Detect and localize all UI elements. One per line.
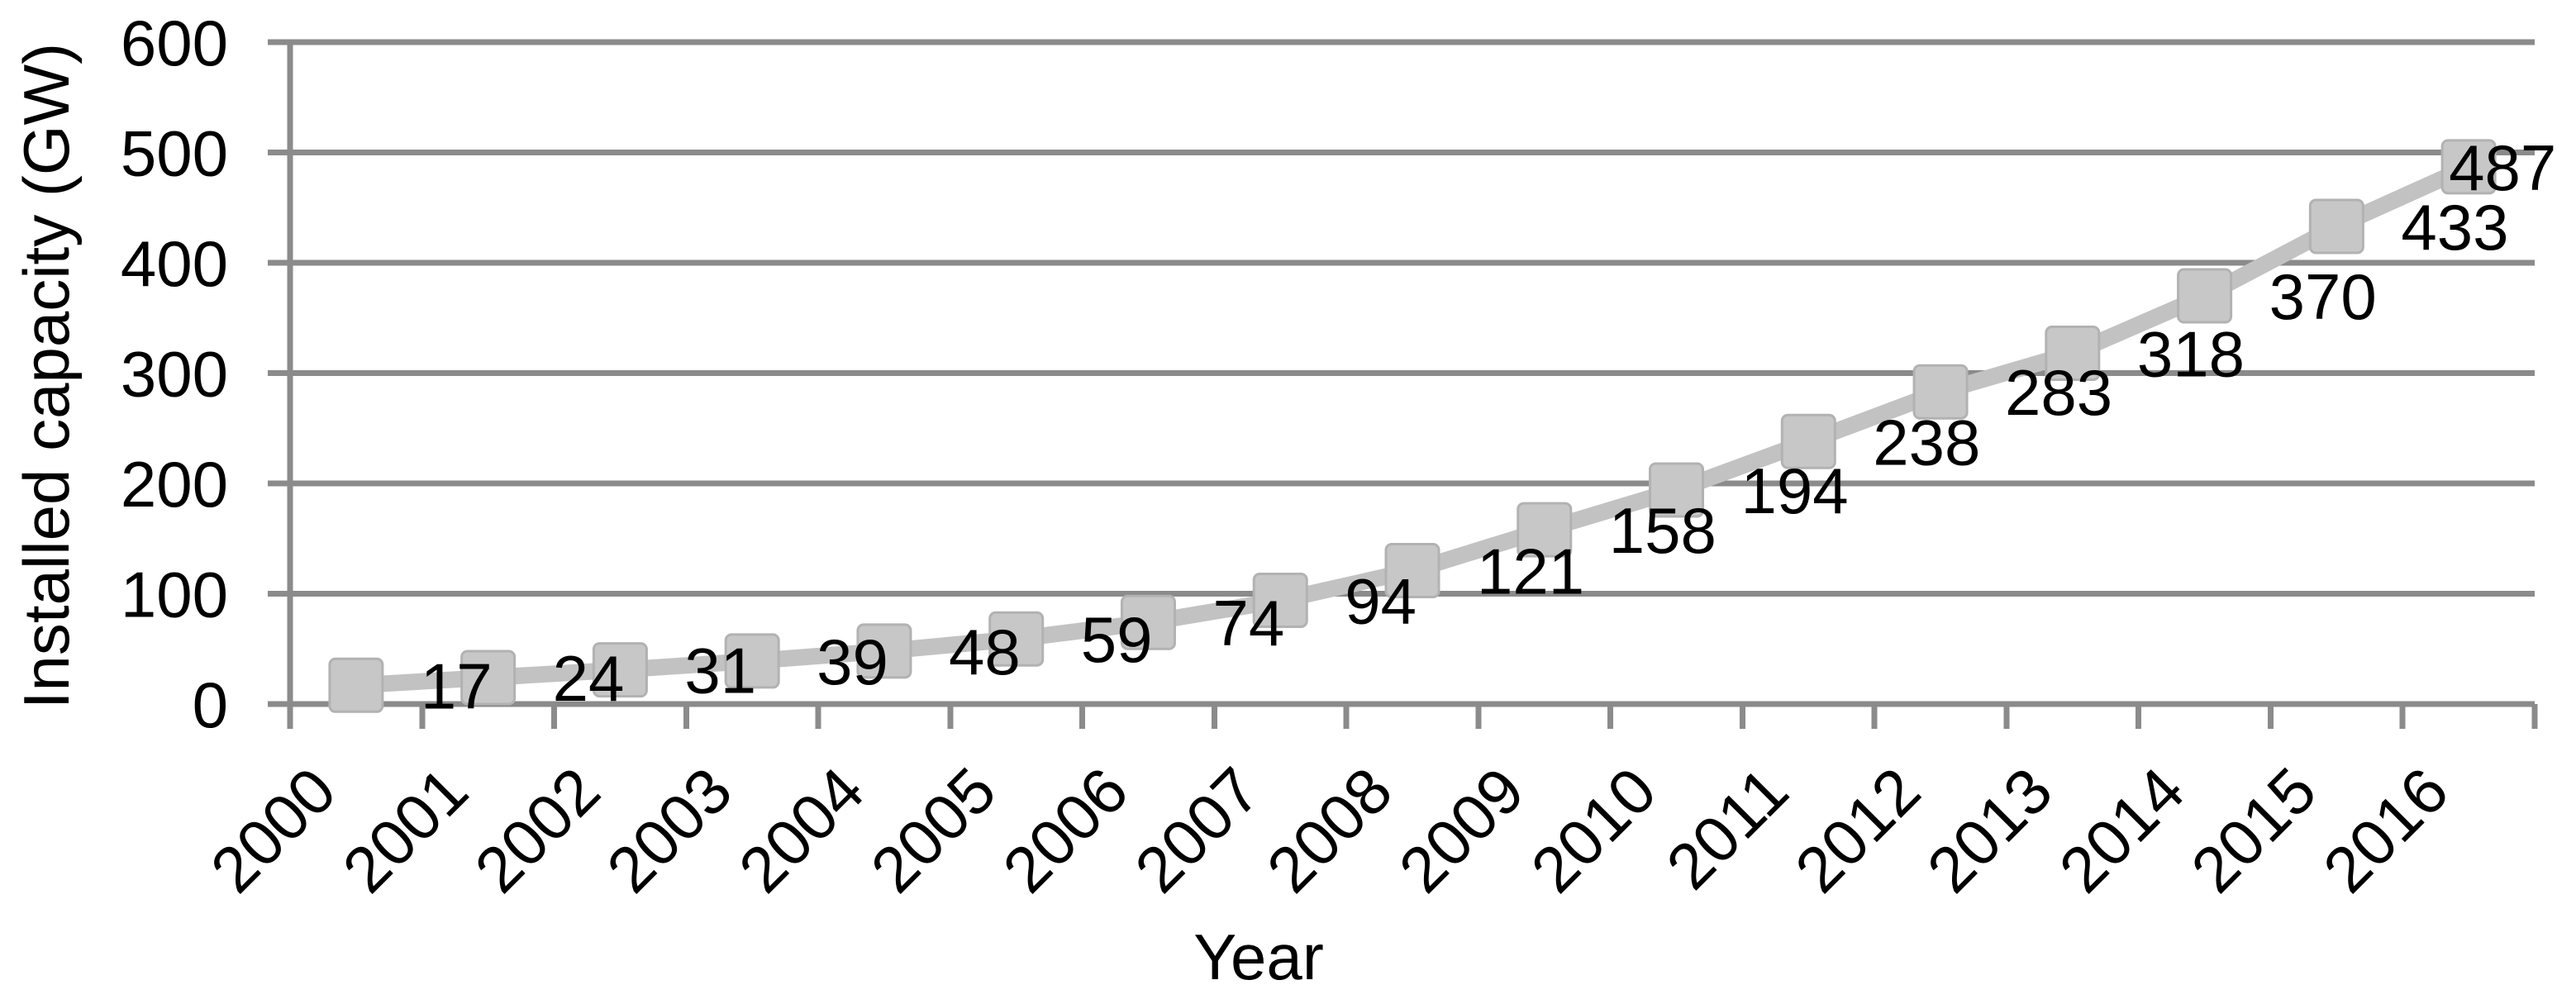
x-tick-label-2008: 2008 <box>1253 754 1406 906</box>
marker-2000 <box>328 657 384 713</box>
data-label-2013: 318 <box>2137 317 2245 390</box>
y-tick-label: 300 <box>121 338 228 411</box>
data-label-2016: 487 <box>2449 131 2556 204</box>
y-tick-label: 100 <box>121 559 228 631</box>
y-axis-title: Installed capacity (GW) <box>10 43 83 709</box>
marker-2013 <box>2045 325 2101 381</box>
marker-2012 <box>1912 364 1969 420</box>
x-tick-label-2002: 2002 <box>461 754 614 906</box>
x-axis-title: Year <box>1193 921 1324 993</box>
y-tick-label: 0 <box>193 669 228 741</box>
data-label-2006: 74 <box>1212 587 1284 659</box>
marker-2011 <box>1780 413 1836 469</box>
marker-2015 <box>2308 198 2364 255</box>
data-label-2010: 194 <box>1741 454 1849 527</box>
data-label-2008: 121 <box>1477 535 1584 607</box>
data-label-2004: 48 <box>949 616 1021 688</box>
marker-2001 <box>460 650 517 706</box>
marker-2007 <box>1252 573 1308 629</box>
data-label-2001: 24 <box>553 642 625 715</box>
data-label-2000: 17 <box>421 650 493 722</box>
marker-2010 <box>1649 462 1705 518</box>
x-tick-label-2011: 2011 <box>1652 754 1802 903</box>
x-tick-label-2010: 2010 <box>1517 754 1670 906</box>
x-tick-label-2009: 2009 <box>1385 754 1538 906</box>
x-tick-label-2004: 2004 <box>725 754 878 906</box>
x-tick-label-2000: 2000 <box>197 754 350 906</box>
data-label-2012: 283 <box>2005 356 2112 429</box>
data-label-2009: 158 <box>1609 494 1717 567</box>
marker-2008 <box>1384 542 1440 598</box>
data-label-2007: 94 <box>1345 565 1417 638</box>
x-tick-label-2006: 2006 <box>989 754 1142 906</box>
marker-2014 <box>2177 268 2233 324</box>
x-tick-label-2005: 2005 <box>857 754 1010 906</box>
x-tick-label-2001: 2001 <box>329 754 482 906</box>
marker-2004 <box>856 623 912 679</box>
x-tick-label-2007: 2007 <box>1121 754 1274 906</box>
x-tick-label-2014: 2014 <box>2045 754 2198 906</box>
y-tick-label: 500 <box>121 117 228 190</box>
marker-2003 <box>724 633 780 689</box>
marker-2005 <box>988 611 1045 667</box>
data-label-2015: 433 <box>2401 191 2508 264</box>
x-tick-label-2003: 2003 <box>593 754 745 906</box>
y-tick-label: 200 <box>121 448 228 521</box>
data-label-2014: 370 <box>2269 260 2377 333</box>
x-tick-label-2015: 2015 <box>2177 754 2330 906</box>
x-tick-label-2012: 2012 <box>1781 754 1934 906</box>
marker-2006 <box>1120 594 1176 650</box>
data-label-2003: 39 <box>817 626 888 698</box>
data-label-2002: 31 <box>684 635 756 707</box>
marker-2009 <box>1517 502 1573 558</box>
x-tick-label-2016: 2016 <box>2309 754 2462 906</box>
y-tick-label: 400 <box>121 227 228 300</box>
x-tick-label-2013: 2013 <box>1913 754 2066 906</box>
data-label-2011: 238 <box>1873 406 1980 478</box>
y-tick-label: 600 <box>121 7 228 79</box>
data-label-2005: 59 <box>1081 603 1153 676</box>
marker-2002 <box>592 642 648 698</box>
marker-2016 <box>2440 139 2497 195</box>
